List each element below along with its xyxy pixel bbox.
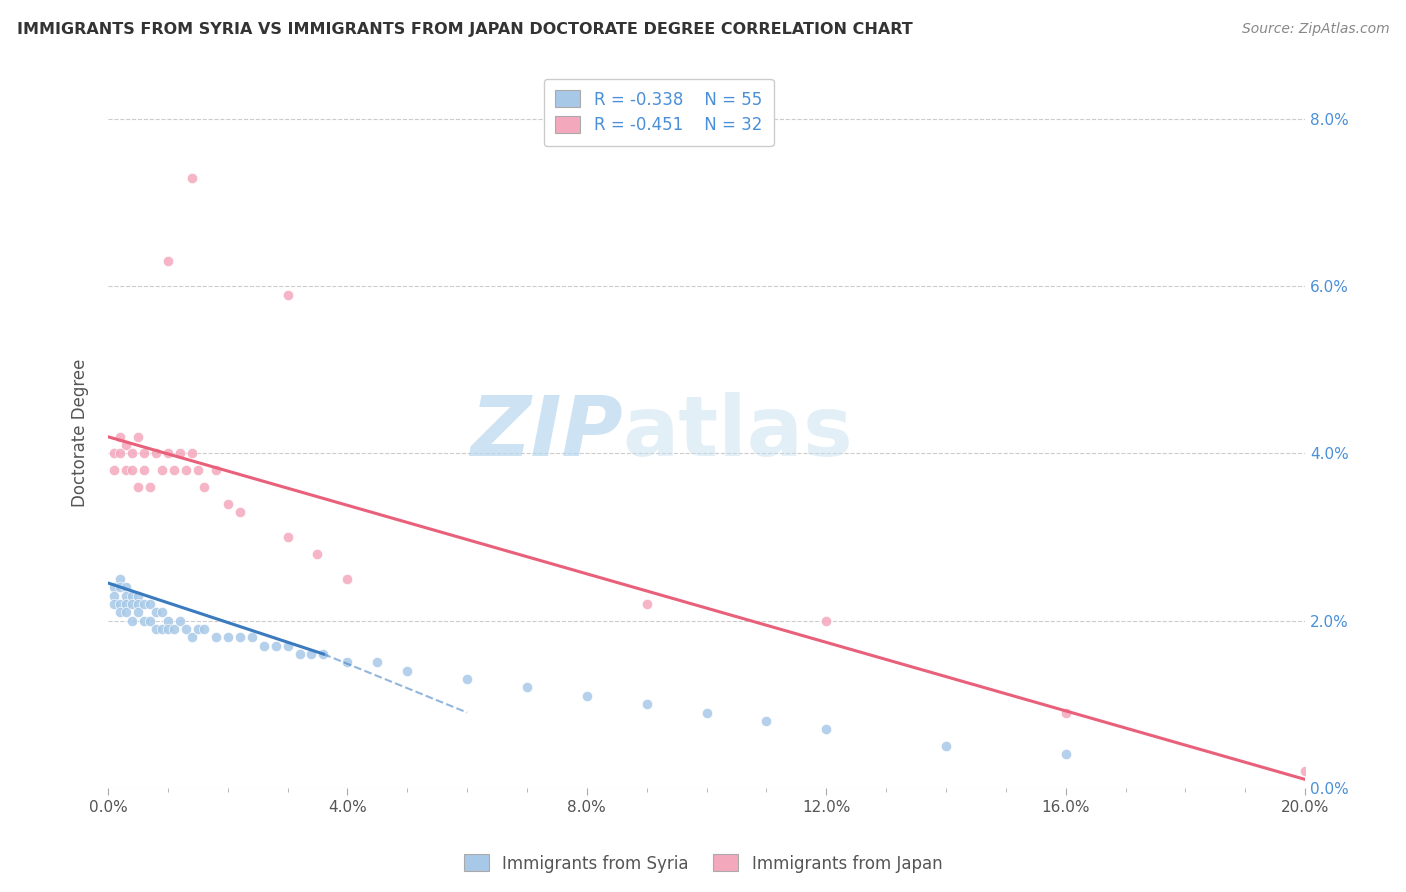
- Point: [115, 589, 138, 603]
- Point: [240, 631, 263, 645]
- Point: [108, 446, 131, 460]
- Point: [156, 614, 179, 628]
- Point: [127, 430, 149, 444]
- Point: [217, 631, 239, 645]
- Point: [217, 497, 239, 511]
- Point: [115, 580, 138, 594]
- Point: [150, 605, 173, 619]
- Point: [115, 605, 138, 619]
- Point: [127, 605, 149, 619]
- Text: IMMIGRANTS FROM SYRIA VS IMMIGRANTS FROM JAPAN DOCTORATE DEGREE CORRELATION CHAR: IMMIGRANTS FROM SYRIA VS IMMIGRANTS FROM…: [17, 22, 912, 37]
- Point: [132, 463, 155, 477]
- Y-axis label: Doctorate Degree: Doctorate Degree: [72, 359, 89, 507]
- Point: [277, 530, 299, 544]
- Point: [277, 639, 299, 653]
- Point: [156, 446, 179, 460]
- Point: [815, 723, 838, 737]
- Point: [121, 463, 143, 477]
- Point: [156, 254, 179, 268]
- Text: Source: ZipAtlas.com: Source: ZipAtlas.com: [1241, 22, 1389, 37]
- Point: [288, 647, 311, 661]
- Point: [145, 605, 167, 619]
- Point: [103, 463, 125, 477]
- Point: [103, 589, 125, 603]
- Point: [115, 463, 138, 477]
- Point: [193, 480, 215, 494]
- Point: [103, 597, 125, 611]
- Point: [228, 631, 250, 645]
- Point: [277, 287, 299, 301]
- Point: [108, 605, 131, 619]
- Point: [121, 597, 143, 611]
- Point: [150, 463, 173, 477]
- Point: [103, 580, 125, 594]
- Point: [1054, 747, 1077, 762]
- Point: [264, 639, 287, 653]
- Point: [815, 614, 838, 628]
- Point: [366, 656, 388, 670]
- Point: [103, 446, 125, 460]
- Point: [174, 622, 197, 636]
- Point: [516, 681, 538, 695]
- Point: [174, 463, 197, 477]
- Point: [108, 580, 131, 594]
- Point: [115, 438, 138, 452]
- Point: [132, 446, 155, 460]
- Point: [204, 463, 226, 477]
- Point: [132, 614, 155, 628]
- Point: [163, 622, 186, 636]
- Point: [132, 597, 155, 611]
- Point: [193, 622, 215, 636]
- Point: [336, 572, 359, 586]
- Point: [139, 597, 162, 611]
- Point: [127, 589, 149, 603]
- Point: [169, 446, 191, 460]
- Point: [121, 614, 143, 628]
- Point: [150, 622, 173, 636]
- Point: [127, 597, 149, 611]
- Point: [307, 547, 329, 561]
- Point: [180, 170, 202, 185]
- Point: [1294, 764, 1316, 778]
- Point: [139, 480, 162, 494]
- Point: [696, 706, 718, 720]
- Point: [204, 631, 226, 645]
- Point: [169, 614, 191, 628]
- Point: [312, 647, 335, 661]
- Point: [187, 622, 209, 636]
- Point: [336, 656, 359, 670]
- Point: [108, 572, 131, 586]
- Point: [180, 446, 202, 460]
- Point: [575, 689, 598, 703]
- Point: [156, 622, 179, 636]
- Text: ZIP: ZIP: [470, 392, 623, 473]
- Point: [127, 480, 149, 494]
- Legend: Immigrants from Syria, Immigrants from Japan: Immigrants from Syria, Immigrants from J…: [457, 847, 949, 880]
- Point: [187, 463, 209, 477]
- Point: [755, 714, 778, 728]
- Point: [935, 739, 957, 753]
- Point: [636, 697, 658, 711]
- Point: [145, 446, 167, 460]
- Point: [121, 446, 143, 460]
- Point: [121, 589, 143, 603]
- Point: [228, 505, 250, 519]
- Text: atlas: atlas: [623, 392, 853, 473]
- Point: [456, 672, 478, 686]
- Point: [301, 647, 323, 661]
- Point: [108, 597, 131, 611]
- Point: [396, 664, 419, 678]
- Point: [115, 597, 138, 611]
- Legend: R = -0.338    N = 55, R = -0.451    N = 32: R = -0.338 N = 55, R = -0.451 N = 32: [544, 78, 773, 145]
- Point: [180, 631, 202, 645]
- Point: [139, 614, 162, 628]
- Point: [636, 597, 658, 611]
- Point: [163, 463, 186, 477]
- Point: [1054, 706, 1077, 720]
- Point: [145, 622, 167, 636]
- Point: [252, 639, 274, 653]
- Point: [108, 430, 131, 444]
